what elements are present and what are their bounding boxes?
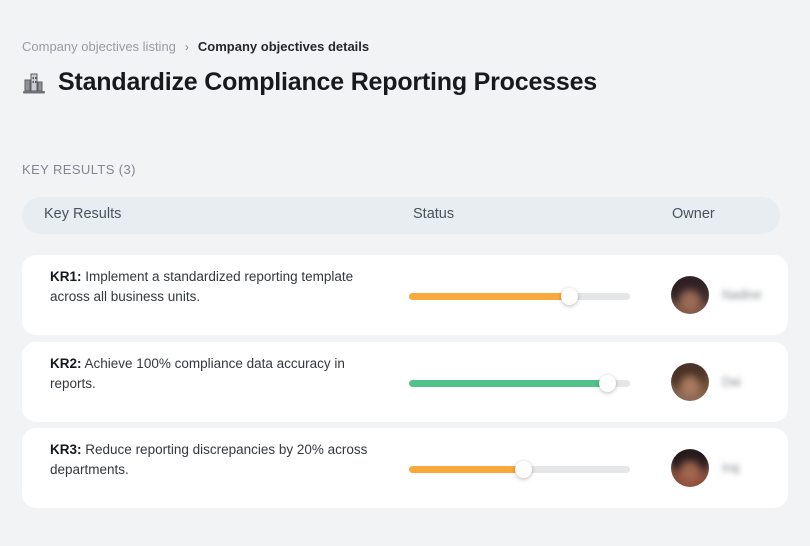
table-row-kr1[interactable]: KR1: Implement a standardized reporting … [22, 255, 788, 335]
kr1-owner-name: Nadine [722, 288, 762, 302]
kr1-owner-avatar [671, 276, 709, 314]
kr2-description: KR2: Achieve 100% compliance data accura… [50, 354, 370, 394]
table-row-kr2[interactable]: KR2: Achieve 100% compliance data accura… [22, 342, 788, 422]
page-title-row: Standardize Compliance Reporting Process… [21, 68, 597, 97]
kr3-description: KR3: Reduce reporting discrepancies by 2… [50, 440, 370, 480]
kr1-description: KR1: Implement a standardized reporting … [50, 267, 370, 307]
kr3-label: KR3: [50, 442, 82, 457]
city-buildings-icon [21, 70, 47, 96]
breadcrumb-current-details: Company objectives details [197, 39, 370, 54]
column-header-status: Status [413, 206, 455, 222]
breadcrumb: Company objectives listing › Company obj… [22, 39, 369, 54]
key-results-section-label: KEY RESULTS (3) [22, 162, 136, 177]
kr1-label: KR1: [50, 269, 82, 284]
kr3-progress-fill [409, 461, 532, 478]
kr3-slider-thumb[interactable] [514, 461, 532, 478]
kr3-text: Reduce reporting discrepancies by 20% ac… [50, 442, 368, 477]
kr2-progress-fill [409, 375, 616, 392]
kr1-progress-fill [409, 288, 579, 305]
chevron-right-icon: › [184, 39, 189, 54]
kr2-owner: Dai [671, 363, 741, 401]
column-header-owner: Owner [672, 206, 715, 222]
kr3-progress-slider[interactable] [409, 461, 630, 478]
page-title: Standardize Compliance Reporting Process… [58, 68, 597, 96]
kr2-label: KR2: [50, 356, 82, 371]
breadcrumb-link-listing[interactable]: Company objectives listing [22, 39, 176, 54]
kr3-owner-name: Iraj [722, 461, 740, 475]
kr1-slider-thumb[interactable] [561, 288, 579, 305]
kr2-text: Achieve 100% compliance data accuracy in… [50, 356, 345, 391]
kr3-owner: Iraj [671, 449, 739, 487]
kr2-progress-slider[interactable] [409, 375, 630, 392]
kr1-text: Implement a standardized reporting templ… [50, 269, 354, 304]
kr1-owner: Nadine [671, 276, 762, 314]
kr2-slider-thumb[interactable] [598, 375, 616, 392]
table-row-kr3[interactable]: KR3: Reduce reporting discrepancies by 2… [22, 428, 788, 508]
kr1-progress-slider[interactable] [409, 288, 630, 305]
column-header-key-results: Key Results [44, 206, 122, 222]
kr2-owner-name: Dai [722, 375, 741, 389]
kr2-owner-avatar [671, 363, 709, 401]
kr3-owner-avatar [671, 449, 709, 487]
table-header: Key Results Status Owner [22, 197, 780, 234]
